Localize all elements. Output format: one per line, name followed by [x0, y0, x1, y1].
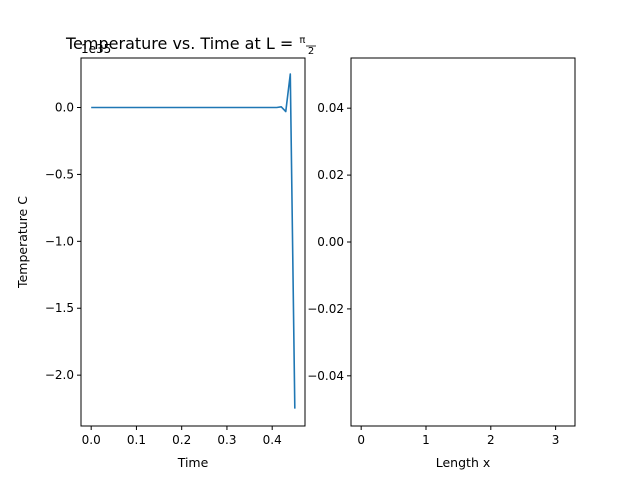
- y-axis-label: Temperature C: [15, 196, 30, 289]
- y-tick-label: −0.02: [307, 302, 344, 316]
- temperature-time-chart: Temperature vs. Time at L = π 2 1e35 0.0…: [15, 34, 316, 470]
- y-tick-label: 0.04: [317, 101, 344, 115]
- x-tick-label: 0.1: [127, 433, 146, 447]
- y-tick-label: −2.0: [45, 368, 74, 382]
- right-plot-frame: [350, 57, 576, 427]
- title-fraction-denominator: 2: [308, 46, 314, 57]
- length-chart: 0 1 2 3 0.04 0.02 0.00 −0.02 −0.04 Length x: [307, 57, 576, 470]
- y-tick-label: −0.04: [307, 369, 344, 383]
- y-tick-label: −0.5: [45, 167, 74, 181]
- x-tick-label: 0.3: [217, 433, 236, 447]
- left-plot-frame: [80, 57, 306, 427]
- x-tick-label: 2: [487, 433, 495, 447]
- x-tick-label: 0.2: [172, 433, 191, 447]
- y-tick-label: −1.5: [45, 301, 74, 315]
- y-tick-label: −1.0: [45, 234, 74, 248]
- x-axis-label-right: Length x: [436, 455, 491, 470]
- y-tick-label: 0.0: [55, 101, 74, 115]
- y-offset-label: 1e35: [81, 42, 111, 56]
- x-tick-label: 0.0: [82, 433, 101, 447]
- x-tick-label: 3: [552, 433, 560, 447]
- y-tick-label: 0.00: [317, 235, 344, 249]
- x-axis-label: Time: [177, 455, 209, 470]
- x-tick-label: 0: [357, 433, 365, 447]
- chart-title-text: Temperature vs. Time at L =: [65, 34, 298, 53]
- y-tick-label: 0.02: [317, 168, 344, 182]
- x-tick-label: 1: [422, 433, 430, 447]
- x-tick-label: 0.4: [263, 433, 282, 447]
- series-line: [91, 73, 296, 409]
- title-fraction-numerator: π: [299, 35, 305, 46]
- chart-title: Temperature vs. Time at L = π: [65, 34, 305, 53]
